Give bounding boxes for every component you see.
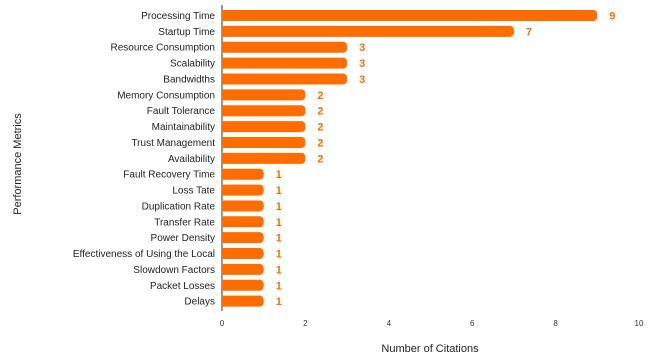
- value-label: 2: [317, 137, 323, 149]
- value-label: 1: [276, 201, 282, 213]
- bar: [222, 200, 264, 212]
- value-label: 2: [317, 153, 323, 165]
- category-label: Transfer Rate: [154, 217, 215, 228]
- category-label: Trust Management: [131, 138, 215, 149]
- bar: [222, 136, 306, 148]
- value-label: 1: [276, 217, 282, 229]
- value-label: 1: [276, 264, 282, 276]
- x-axis-ticks: 0 2 4 6 8 10: [220, 319, 644, 328]
- bar: [222, 25, 514, 37]
- category-label: Processing Time: [141, 11, 215, 22]
- x-tick-label: 8: [553, 319, 558, 328]
- value-label: 1: [276, 249, 282, 261]
- bar: [222, 232, 264, 244]
- category-label: Packet Losses: [150, 281, 215, 292]
- bar: [222, 105, 306, 117]
- category-label: Fault Tolerance: [147, 106, 216, 117]
- category-label: Resource Consumption: [111, 43, 216, 54]
- value-label: 1: [276, 233, 282, 245]
- bar: [222, 73, 348, 85]
- category-label: Slowdown Factors: [133, 265, 215, 276]
- bar: [222, 57, 348, 69]
- category-label: Memory Consumption: [117, 90, 215, 101]
- category-label: Loss Tate: [172, 186, 215, 197]
- bar: [222, 89, 306, 101]
- bar: [222, 279, 264, 291]
- bar: [222, 121, 306, 133]
- value-label: 7: [526, 26, 532, 38]
- category-label: Delays: [184, 297, 215, 308]
- bar: [222, 248, 264, 260]
- bar: [222, 295, 264, 307]
- category-label: Duplication Rate: [142, 201, 216, 212]
- value-label: 3: [359, 74, 365, 86]
- x-tick-label: 4: [387, 319, 392, 328]
- bars: [222, 10, 598, 307]
- value-label: 1: [276, 169, 282, 181]
- bar: [222, 263, 264, 275]
- x-tick-label: 10: [635, 319, 644, 328]
- value-label: 1: [276, 296, 282, 308]
- x-tick-label: 6: [470, 319, 475, 328]
- category-label: Power Density: [151, 233, 215, 244]
- value-label: 9: [609, 11, 615, 23]
- category-label: Scalability: [170, 59, 215, 70]
- x-tick-label: 2: [303, 319, 308, 328]
- x-tick-label: 0: [220, 319, 225, 328]
- x-axis-label: Number of Citations: [381, 343, 479, 355]
- bar: [222, 184, 264, 196]
- bar: [222, 152, 306, 164]
- value-label: 3: [359, 58, 365, 70]
- y-axis-label: Performance Metrics: [12, 113, 24, 215]
- value-label: 2: [317, 122, 323, 134]
- category-label: Maintainability: [152, 122, 215, 133]
- value-labels: 9 7 3 3 3 2 2 2 2 2 1 1 1 1 1 1 1 1 1: [276, 11, 616, 309]
- category-label: Fault Recovery Time: [123, 170, 215, 181]
- category-label: Startup Time: [158, 27, 215, 38]
- value-label: 1: [276, 280, 282, 292]
- bar: [222, 10, 598, 21]
- category-label: Bandwidths: [163, 74, 215, 85]
- value-label: 1: [276, 185, 282, 197]
- bar: [222, 168, 264, 180]
- value-label: 2: [317, 90, 323, 102]
- bar: [222, 41, 348, 53]
- value-label: 2: [317, 106, 323, 118]
- value-label: 3: [359, 42, 365, 54]
- category-labels: Processing Time Startup Time Resource Cons…: [73, 11, 216, 308]
- bar: [222, 216, 264, 228]
- category-label: Effectiveness of Using the Local: [73, 249, 215, 260]
- category-label: Availability: [168, 154, 215, 165]
